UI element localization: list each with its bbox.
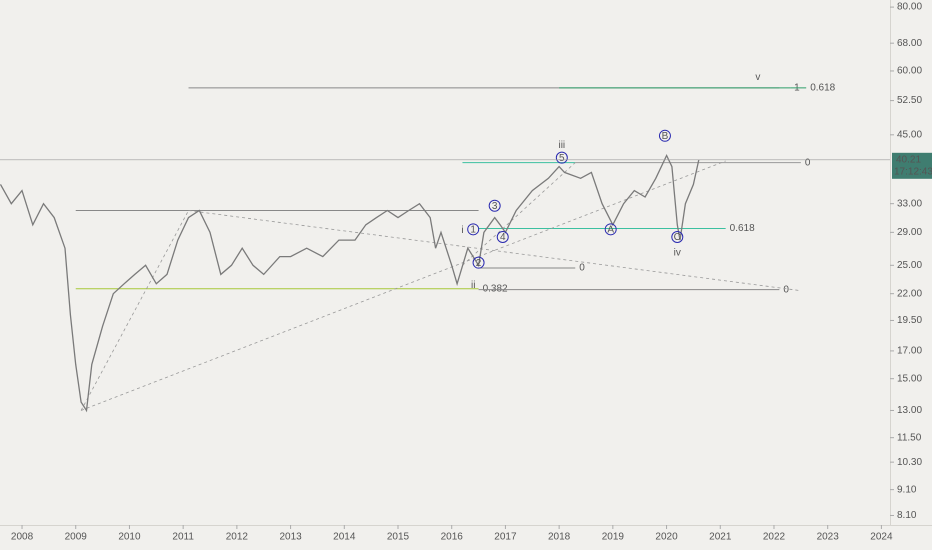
x-tick-label: 2023 [817,532,840,543]
wave-label: iv [674,248,681,259]
wave-label: ii [471,280,475,291]
x-tick-label: 2018 [548,532,571,543]
wave-label: 2 [476,258,482,269]
wave-label: iii [558,140,565,151]
y-tick-label: 29.00 [897,227,922,238]
y-tick-label: 10.30 [897,457,922,468]
wave-circle [671,230,684,243]
x-tick-label: 2010 [118,532,141,543]
wave-circle [488,199,501,212]
wave-label: A [607,224,614,235]
y-tick-label: 8.10 [897,510,917,521]
wave-label: C [674,232,681,243]
y-tick-label: 13.00 [897,405,922,416]
y-tick-label: 80.00 [897,2,922,13]
fib-level-label: 0.382 [483,283,508,294]
wave-label: 5 [559,153,565,164]
countdown: 17:12:43 [894,166,932,177]
x-tick-label: 2020 [655,532,678,543]
x-tick-label: 2009 [65,532,88,543]
y-tick-label: 68.00 [897,38,922,49]
wave-label: v [755,72,760,83]
x-tick-label: 2008 [11,532,34,543]
x-tick-label: 2019 [602,532,625,543]
fib-level-label: 0.618 [810,83,835,94]
fib-level-label: 0 [579,263,585,274]
y-tick-label: 45.00 [897,129,922,140]
wave-circle [467,223,480,236]
trendline [80,160,726,411]
wave-label: B [662,131,669,142]
wave-label: 1 [470,224,476,235]
last-price-label: 40.21 [896,154,921,165]
y-tick-label: 11.50 [897,432,922,443]
wave-circle [496,230,509,243]
wave-label: i [461,225,463,236]
x-tick-label: 2014 [333,532,356,543]
wave-label: 3 [492,201,498,212]
trendline [188,210,801,292]
x-tick-label: 2021 [709,532,732,543]
y-tick-label: 17.00 [897,346,922,357]
y-tick-label: 25.00 [897,260,922,271]
fib-level-label: 0 [783,284,789,295]
x-tick-label: 2024 [870,532,893,543]
wave-circle [472,256,485,269]
x-tick-label: 2012 [226,532,249,543]
y-tick-label: 15.00 [897,373,922,384]
price-line [0,153,700,413]
trendline [80,210,189,411]
y-tick-label: 9.10 [897,484,917,495]
y-tick-label: 33.00 [897,198,922,209]
wave-circle [555,151,568,164]
y-tick-label: 19.50 [897,315,922,326]
x-tick-label: 2017 [494,532,517,543]
y-tick-label: 52.50 [897,95,922,106]
x-tick-label: 2016 [441,532,464,543]
fib-level-label: 0.618 [730,223,755,234]
x-tick-label: 2015 [387,532,410,543]
fib-level-label: 0 [805,157,811,168]
x-tick-label: 2011 [172,532,194,543]
x-tick-label: 2013 [279,532,302,543]
wave-label: 4 [500,232,506,243]
last-price-box [892,152,932,179]
wave-circle [604,223,617,236]
x-tick-label: 2022 [763,532,786,543]
y-tick-label: 22.00 [897,288,922,299]
wave-circle [658,129,671,142]
y-tick-label: 60.00 [897,66,922,77]
